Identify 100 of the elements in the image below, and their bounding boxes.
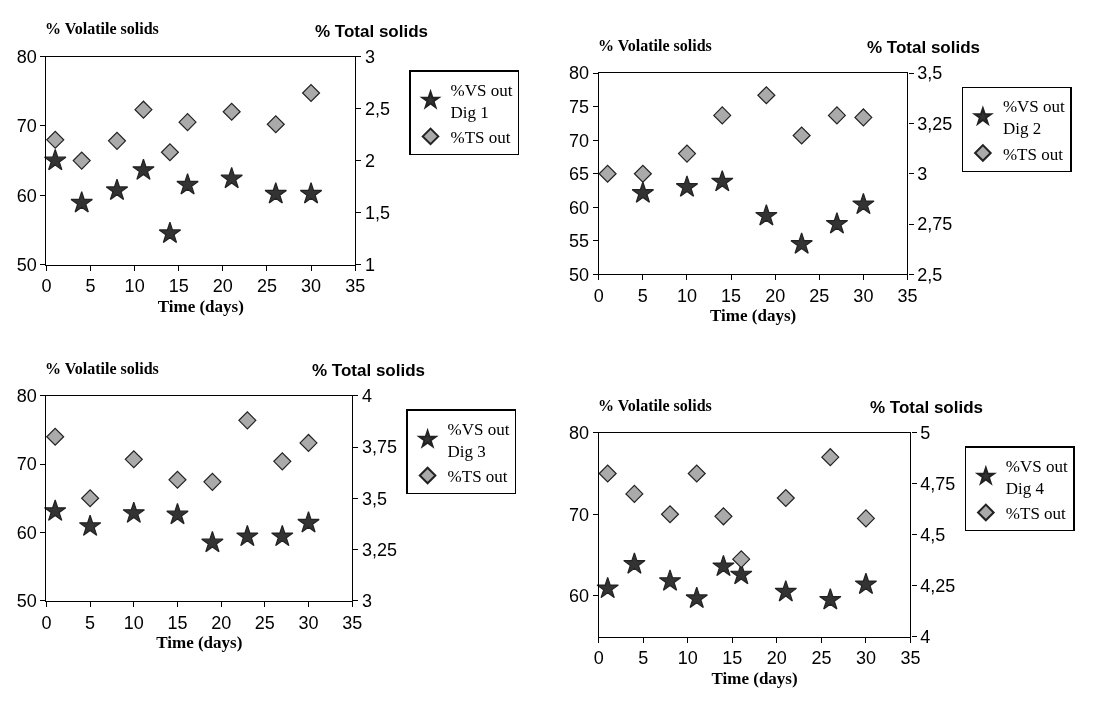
point: [203, 472, 222, 491]
x-tick-label: 30: [853, 286, 874, 307]
point: [631, 181, 655, 203]
y2-tick-label: 3,25: [917, 113, 953, 134]
y-tick-label: 60: [568, 197, 590, 218]
y2-tick-label: 2,75: [917, 214, 953, 235]
y-tick-label: 55: [568, 231, 590, 252]
y-tick-label: 80: [16, 386, 37, 407]
point: [687, 464, 706, 483]
x-tick-label: 15: [167, 612, 188, 633]
point: [122, 501, 146, 523]
point: [46, 427, 65, 446]
legend-label: %TS out: [447, 467, 508, 487]
point: [685, 586, 708, 609]
point: [178, 113, 197, 132]
point: [598, 164, 617, 183]
y-axis-title: % Volatile solids: [598, 397, 712, 414]
point: [774, 580, 798, 602]
x-tick-label: 30: [301, 276, 322, 297]
x-tick-label: 25: [256, 276, 277, 297]
point: [236, 524, 259, 547]
point: [711, 169, 734, 192]
point: [264, 182, 288, 204]
y-tick-label: 70: [16, 454, 37, 475]
x-tick-label: 20: [211, 612, 232, 633]
y-tick-label: 70: [568, 130, 590, 151]
point: [134, 100, 153, 119]
point: [825, 212, 849, 234]
point: [168, 470, 187, 489]
point: [220, 166, 243, 189]
point: [854, 572, 878, 595]
y-tick-label: 80: [16, 46, 37, 67]
legend-label: %TS out: [450, 128, 511, 148]
x-tick-label: 20: [765, 286, 786, 307]
y-tick-label: 50: [16, 591, 37, 612]
y-tick-label: 80: [568, 63, 590, 84]
point: [299, 433, 318, 452]
point: [160, 143, 179, 162]
y-tick-label: 60: [16, 522, 37, 543]
point: [790, 232, 813, 254]
point: [107, 131, 127, 150]
x-tick-label: 0: [593, 648, 604, 669]
point: [297, 511, 320, 533]
y2-tick-label: 1,5: [364, 202, 390, 223]
y2-tick-label: 3: [361, 591, 372, 612]
y2-axis-title: % Total solids: [315, 22, 429, 41]
point: [821, 448, 840, 467]
y2-tick-label: 3,25: [361, 539, 397, 560]
y2-tick-label: 2: [364, 150, 375, 171]
y2-tick-label: 3,5: [917, 63, 943, 84]
y-tick-label: 60: [568, 586, 590, 607]
x-tick-label: 30: [855, 648, 876, 669]
x-tick-label: 20: [766, 648, 787, 669]
point: [124, 450, 143, 469]
point: [43, 499, 67, 521]
y2-tick-label: 2,5: [917, 264, 943, 285]
y2-tick-label: 3: [917, 164, 928, 185]
point: [856, 509, 875, 528]
y-tick-label: 75: [568, 96, 590, 117]
y2-tick-label: 5: [920, 422, 931, 443]
point: [827, 106, 846, 125]
x-tick-label: 10: [676, 286, 697, 307]
x-tick-label: 25: [254, 612, 275, 633]
x-tick-label: 35: [897, 286, 918, 307]
y-axis-title: % Volatile solids: [598, 37, 712, 54]
point: [675, 175, 699, 197]
point: [166, 502, 189, 525]
point: [176, 173, 199, 195]
y-axis-title: % Volatile solids: [45, 360, 159, 377]
point: [819, 588, 842, 610]
point: [633, 164, 652, 183]
y2-tick-label: 4: [920, 627, 931, 648]
y-axis-title: % Volatile solids: [45, 20, 159, 37]
point: [78, 514, 102, 536]
point: [757, 86, 776, 105]
x-tick-label: 15: [168, 276, 189, 297]
y-tick-label: 70: [568, 504, 590, 525]
x-tick-label: 35: [342, 612, 363, 633]
legend-label: %VS out Dig 4: [1005, 456, 1068, 498]
x-axis-title: Time (days): [710, 306, 797, 326]
x-tick-label: 5: [85, 612, 96, 633]
point: [776, 488, 795, 508]
x-tick-label: 25: [811, 648, 832, 669]
x-tick-label: 10: [123, 612, 144, 633]
x-tick-label: 5: [638, 648, 649, 669]
point: [266, 115, 285, 134]
point: [238, 411, 257, 430]
point: [732, 550, 751, 569]
point: [222, 102, 241, 121]
point: [44, 148, 67, 171]
x-axis-title: Time (days): [157, 296, 244, 316]
point: [660, 505, 680, 524]
point: [158, 221, 182, 244]
y-tick-label: 65: [568, 164, 590, 185]
point: [598, 464, 617, 483]
y-tick-label: 50: [568, 264, 590, 285]
point: [81, 489, 100, 508]
y2-tick-label: 3: [364, 46, 375, 67]
x-tick-label: 15: [722, 648, 743, 669]
point: [72, 151, 91, 170]
